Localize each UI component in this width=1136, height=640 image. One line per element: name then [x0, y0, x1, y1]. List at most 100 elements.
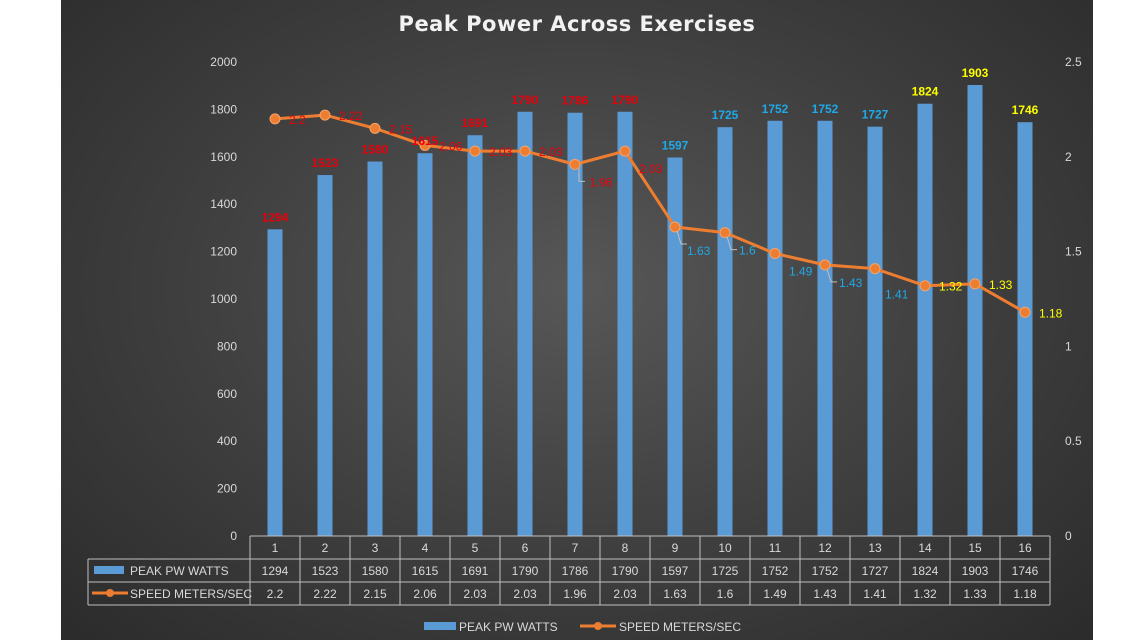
line-label-leader: [826, 268, 837, 283]
bar: [1017, 122, 1033, 536]
table-cell: 1.96: [563, 587, 587, 601]
table-cell: 1.63: [663, 587, 687, 601]
table-series-name: PEAK PW WATTS: [130, 564, 229, 578]
legend-label-line: SPEED METERS/SEC: [619, 620, 741, 634]
bar: [867, 126, 883, 537]
line-value-label: 2.03: [489, 145, 513, 159]
x-tick-label: 1: [272, 541, 279, 555]
y-left-tick-label: 600: [217, 387, 237, 401]
legend-key-line: [594, 622, 602, 630]
line-point: [569, 158, 581, 170]
line-point: [419, 139, 431, 151]
y-right-tick-label: 1: [1065, 339, 1072, 353]
bar: [617, 111, 633, 537]
x-tick-label: 10: [718, 541, 732, 555]
table-cell: 2.03: [513, 587, 537, 601]
line-point: [519, 145, 531, 157]
bar-value-label: 1615: [412, 134, 439, 148]
table-cell: 1725: [712, 564, 739, 578]
table-cell: 2.03: [613, 587, 637, 601]
table-cell: 1.18: [1013, 587, 1037, 601]
x-tick-label: 4: [422, 541, 429, 555]
y-left-tick-label: 200: [217, 482, 237, 496]
table-legend-key: [106, 589, 114, 597]
table-cell: 1597: [662, 564, 689, 578]
table-cell: 2.2: [267, 587, 284, 601]
x-tick-label: 8: [622, 541, 629, 555]
x-tick-label: 13: [868, 541, 882, 555]
bar-value-label: 1752: [762, 102, 789, 116]
table-cell: 1.33: [963, 587, 987, 601]
x-tick-label: 16: [1018, 541, 1032, 555]
table-cell: 1.32: [913, 587, 937, 601]
bar-value-label: 1790: [612, 93, 639, 107]
line-point: [319, 109, 331, 121]
bar: [467, 135, 483, 536]
bar-value-label: 1580: [362, 143, 389, 157]
bar-value-label: 1597: [662, 139, 689, 153]
x-tick-label: 12: [818, 541, 832, 555]
line-label-leader: [578, 168, 585, 182]
table-cell: 2.22: [313, 587, 337, 601]
line-value-label: 1.18: [1039, 306, 1063, 320]
bar-value-label: 1903: [962, 66, 989, 80]
line-point: [619, 145, 631, 157]
table-cell: 1746: [1012, 564, 1039, 578]
speed-line: [274, 113, 1026, 314]
line-label-leader: [676, 230, 687, 245]
bar-value-label: 1294: [262, 210, 289, 224]
line-value-label: 2.2: [289, 113, 306, 127]
bar: [717, 127, 733, 537]
table-cell: 1523: [312, 564, 339, 578]
table-cell: 1691: [462, 564, 489, 578]
table-legend-key: [94, 566, 124, 574]
table-cell: 1752: [812, 564, 839, 578]
y-right-tick-label: 2.5: [1065, 55, 1082, 69]
bar: [667, 157, 683, 537]
line-value-label: 1.32: [939, 280, 963, 294]
table-cell: 1.41: [863, 587, 887, 601]
line-value-label: 1.43: [839, 276, 863, 290]
line-point: [469, 145, 481, 157]
line-point: [969, 278, 981, 290]
bar: [417, 153, 433, 536]
table-cell: 1903: [962, 564, 989, 578]
line-point: [719, 227, 731, 239]
y-right-tick-label: 0.5: [1065, 434, 1082, 448]
bar: [367, 161, 383, 537]
line-point: [819, 259, 831, 271]
line-point: [919, 280, 931, 292]
table-cell: 1727: [862, 564, 889, 578]
x-tick-label: 2: [322, 541, 329, 555]
x-tick-label: 6: [522, 541, 529, 555]
y-left-tick-label: 400: [217, 434, 237, 448]
line-value-label: 2.15: [389, 122, 413, 136]
x-tick-label: 7: [572, 541, 579, 555]
table-cell: 2.03: [463, 587, 487, 601]
y-right-tick-label: 2: [1065, 150, 1072, 164]
bar-value-label: 1824: [912, 85, 939, 99]
x-tick-label: 5: [472, 541, 479, 555]
y-left-tick-label: 0: [230, 529, 237, 543]
y-right-tick-label: 0: [1065, 529, 1072, 543]
line-value-label: 2.03: [539, 145, 563, 159]
bar: [767, 120, 783, 536]
line-value-label: 1.63: [687, 244, 711, 258]
chart-title: Peak Power Across Exercises: [398, 12, 756, 36]
x-tick-label: 3: [372, 541, 379, 555]
bar-value-label: 1786: [562, 94, 589, 108]
bar: [267, 229, 283, 536]
line-value-label: 2.03: [639, 162, 663, 176]
table-cell: 2.06: [413, 587, 437, 601]
legend-label-bars: PEAK PW WATTS: [459, 620, 558, 634]
y-left-tick-label: 1000: [210, 292, 237, 306]
line-point: [669, 221, 681, 233]
bar-value-label: 1523: [312, 156, 339, 170]
line-point: [869, 263, 881, 275]
bar-value-label: 1725: [712, 108, 739, 122]
line-value-label: 1.96: [589, 175, 613, 189]
table-cell: 1752: [762, 564, 789, 578]
table-cell: 2.15: [363, 587, 387, 601]
bar-value-label: 1727: [862, 108, 889, 122]
